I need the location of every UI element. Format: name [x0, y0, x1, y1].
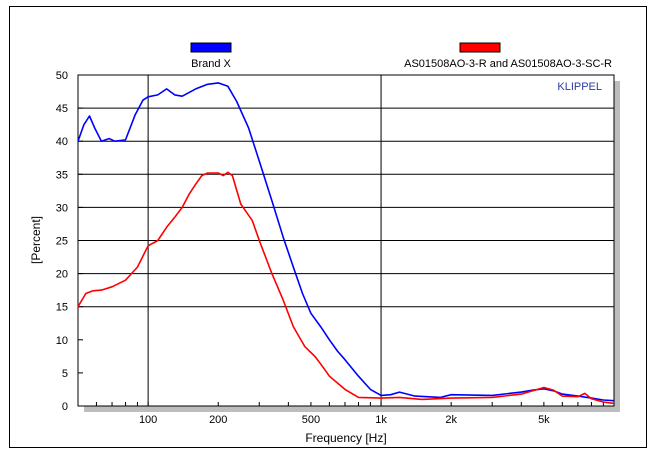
legend-swatch-as01508ao [459, 42, 501, 53]
x-axis-label: Frequency [Hz] [305, 431, 386, 445]
x-tick-label: 5k [538, 414, 550, 426]
x-tick-label: 1k [375, 414, 387, 426]
y-tick-label: 0 [62, 401, 68, 413]
series-lines [77, 82, 615, 405]
x-tick-label: 100 [139, 414, 157, 426]
y-tick-label: 30 [56, 202, 68, 214]
y-axis-ticks: 0 5 10 15 20 25 30 35 40 45 50 [56, 70, 83, 413]
x-tick-label: 2k [445, 414, 457, 426]
x-tick-label: 500 [302, 414, 320, 426]
plot-shadow-right [614, 81, 620, 412]
y-tick-label: 20 [56, 269, 68, 281]
series-line-1 [77, 171, 615, 405]
y-axis-label: [Percent] [29, 216, 43, 264]
grid-lines [78, 75, 614, 406]
klippel-brand: KLIPPEL [557, 81, 602, 93]
y-tick-label: 10 [56, 335, 68, 347]
y-tick-label: 35 [56, 169, 68, 181]
x-axis-ticks: 100 200 500 1k 2k 5k [77, 402, 615, 426]
y-tick-label: 50 [56, 70, 68, 82]
y-tick-label: 5 [62, 368, 68, 380]
y-tick-label: 25 [56, 236, 68, 248]
y-tick-label: 45 [56, 103, 68, 115]
legend-label-as01508ao: AS01508AO-3-R and AS01508AO-3-SC-R [404, 58, 612, 70]
legend-swatch-brand-x [190, 42, 232, 53]
y-tick-label: 15 [56, 302, 68, 314]
y-tick-label: 40 [56, 136, 68, 148]
legend-label-brand-x: Brand X [191, 58, 231, 70]
plot-shadow-bottom [84, 406, 620, 412]
series-line-0 [77, 82, 615, 402]
x-tick-label: 200 [209, 414, 227, 426]
